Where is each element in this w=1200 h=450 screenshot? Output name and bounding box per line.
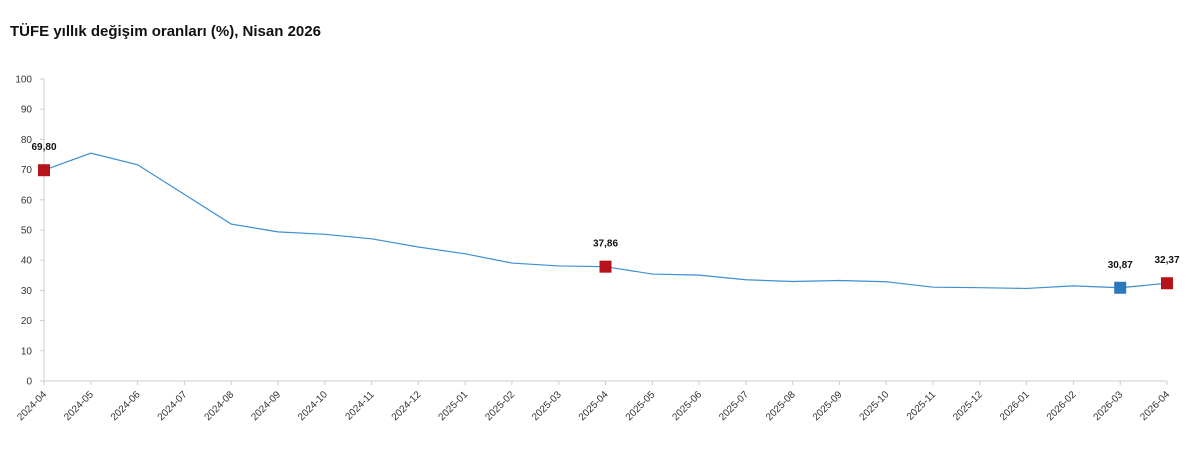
y-tick-label: 50 [21, 226, 33, 237]
x-tick-label: 2025-06 [670, 389, 704, 423]
x-tick-label: 2026-02 [1045, 389, 1079, 423]
x-tick-label: 2025-01 [437, 389, 471, 423]
x-tick-label: 2025-09 [811, 389, 845, 423]
x-tick-label: 2025-02 [483, 389, 517, 423]
marker [38, 164, 50, 177]
chart-title: TÜFE yıllık değişim oranları (%), Nisan … [10, 23, 321, 40]
x-tick-label: 2024-05 [62, 389, 96, 423]
x-tick-label: 2026-01 [998, 389, 1032, 423]
x-tick-label: 2026-03 [1092, 389, 1126, 423]
x-tick-label: 2026-04 [1138, 389, 1172, 423]
y-tick-label: 90 [21, 105, 33, 116]
x-tick-label: 2025-03 [530, 389, 564, 423]
y-tick-label: 20 [21, 316, 33, 327]
value-label: 69,80 [31, 142, 56, 153]
y-tick-label: 60 [21, 195, 33, 206]
y-tick-label: 0 [26, 377, 32, 388]
x-tick-label: 2024-11 [343, 389, 377, 423]
value-label: 32,37 [1154, 255, 1179, 266]
y-tick-label: 100 [15, 75, 32, 86]
x-tick-label: 2024-06 [109, 389, 143, 423]
x-tick-label: 2025-04 [577, 389, 611, 423]
x-tick-label: 2024-09 [249, 389, 283, 423]
x-tick-label: 2024-07 [156, 389, 190, 423]
marker [1114, 281, 1127, 294]
x-tick-label: 2024-04 [15, 389, 49, 423]
x-tick-label: 2025-11 [905, 389, 939, 423]
x-tick-label: 2025-12 [951, 389, 985, 423]
y-tick-label: 40 [21, 256, 33, 267]
x-tick-label: 2024-12 [390, 389, 424, 423]
marker [1161, 277, 1173, 290]
x-tick-label: 2024-08 [203, 389, 237, 423]
value-label: 30,87 [1108, 260, 1133, 271]
x-tick-label: 2025-07 [717, 389, 751, 423]
x-tick-label: 2024-10 [296, 389, 330, 423]
marker [599, 260, 612, 273]
y-tick-label: 70 [21, 165, 33, 176]
x-tick-label: 2025-10 [858, 389, 892, 423]
y-tick-label: 30 [21, 286, 33, 297]
y-tick-label: 10 [21, 346, 33, 357]
x-tick-label: 2025-08 [764, 389, 798, 423]
y-tick-label: 80 [21, 135, 33, 146]
value-label: 37,86 [593, 239, 618, 250]
x-tick-label: 2025-05 [624, 389, 658, 423]
